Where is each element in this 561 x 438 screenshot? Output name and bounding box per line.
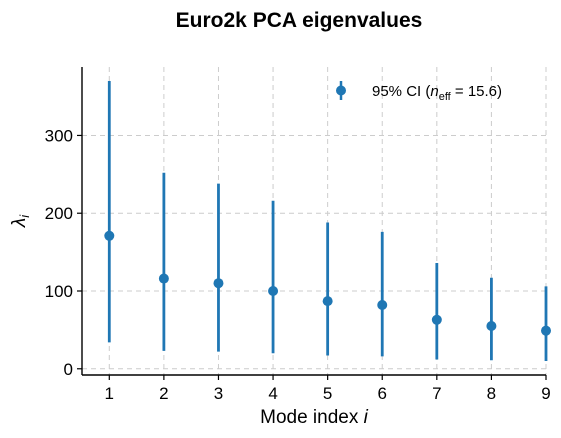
x-tick-label: 5	[323, 384, 332, 403]
x-tick-label: 1	[105, 384, 114, 403]
legend-label-n-subscript: eff	[439, 91, 452, 103]
data-point	[213, 278, 224, 289]
y-axis-label-subscript: i	[17, 214, 32, 218]
x-tick-label: 6	[378, 384, 387, 403]
y-axis-label: λi	[9, 214, 32, 228]
x-tick-label: 2	[159, 384, 168, 403]
y-tick-label: 300	[45, 126, 73, 145]
y-axis-label-symbol: λ	[9, 218, 30, 228]
legend-label-prefix: 95% CI (	[372, 83, 430, 100]
tick-labels: 1 2 3 4 5 6 7 8 9 0 100 200 300	[45, 126, 551, 403]
x-axis-label: Mode index i	[260, 407, 369, 428]
x-tick-label: 9	[541, 384, 550, 403]
data-series	[104, 81, 551, 361]
legend-label-n: n	[430, 83, 438, 100]
data-point	[486, 321, 497, 331]
chart-title: Euro2k PCA eigenvalues	[176, 9, 423, 32]
data-point	[377, 300, 388, 310]
legend: 95% CI (neff = 15.6)	[336, 81, 502, 103]
x-tick-label: 7	[432, 384, 441, 403]
x-tick-label: 4	[268, 384, 277, 403]
y-tick-label: 0	[64, 360, 73, 379]
x-axis-label-variable: i	[364, 407, 369, 428]
data-point	[322, 296, 333, 307]
data-point	[268, 286, 279, 296]
y-tick-label: 200	[45, 204, 73, 223]
x-tick-label: 8	[487, 384, 496, 403]
x-tick-label: 3	[214, 384, 223, 403]
data-point	[541, 325, 551, 336]
data-point	[431, 314, 442, 325]
legend-label-suffix: = 15.6)	[451, 83, 502, 100]
y-tick-label: 100	[45, 282, 73, 301]
x-axis-label-text: Mode index	[260, 407, 359, 428]
axes	[77, 67, 547, 380]
legend-marker-icon	[336, 85, 346, 96]
data-point	[104, 230, 115, 241]
data-point	[158, 273, 169, 284]
legend-label: 95% CI (neff = 15.6)	[372, 83, 502, 103]
grid-lines	[82, 67, 547, 375]
